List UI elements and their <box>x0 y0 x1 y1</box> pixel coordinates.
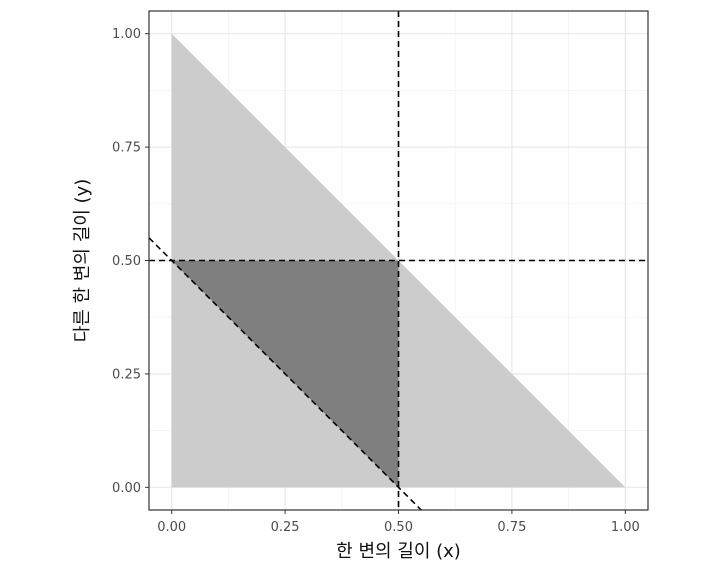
reference-lines <box>148 11 648 511</box>
x-tick-label: 0.50 <box>384 520 413 535</box>
x-axis-title: 한 변의 길이 (x) <box>336 541 461 562</box>
y-tick-label: 0.75 <box>112 141 141 156</box>
x-tick-label: 0.00 <box>157 520 186 535</box>
y-tick-label: 1.00 <box>112 27 141 42</box>
y-tick-label: 0.50 <box>112 254 141 269</box>
line-x-plus-y-0.5 <box>148 237 422 511</box>
y-tick-label: 0.25 <box>112 367 141 382</box>
y-axis: 0.00 0.25 0.50 0.75 1.00 <box>112 27 149 496</box>
y-tick-label: 0.00 <box>112 481 141 496</box>
x-tick-label: 0.25 <box>271 520 300 535</box>
y-axis-title: 다른 한 변의 길이 (y) <box>72 179 93 343</box>
x-axis: 0.00 0.25 0.50 0.75 1.00 <box>157 510 640 535</box>
x-tick-label: 1.00 <box>611 520 640 535</box>
plot-panel <box>148 10 649 511</box>
x-tick-label: 0.75 <box>497 520 526 535</box>
